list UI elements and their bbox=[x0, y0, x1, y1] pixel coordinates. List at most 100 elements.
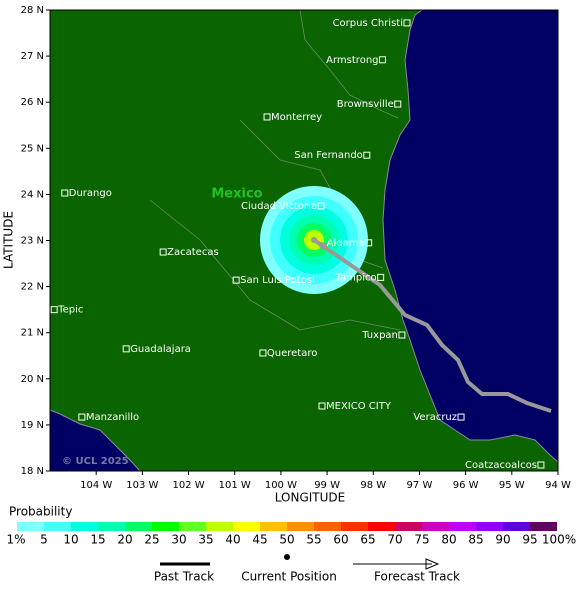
legend-swatch bbox=[368, 522, 395, 531]
legend-label: 60 bbox=[333, 533, 348, 547]
y-tick-label: 22 N bbox=[21, 282, 44, 293]
city-marker bbox=[78, 413, 86, 421]
legend-swatch bbox=[503, 522, 530, 531]
legend-swatch bbox=[287, 522, 314, 531]
city-label: Zacatecas bbox=[167, 247, 219, 258]
city-marker bbox=[363, 151, 371, 159]
y-tick-label: 25 N bbox=[21, 143, 44, 154]
track-arrowhead bbox=[314, 240, 328, 250]
city-marker bbox=[317, 202, 325, 210]
legend-swatch bbox=[260, 522, 287, 531]
legend-swatch bbox=[233, 522, 260, 531]
city-label: Armstrong bbox=[326, 55, 378, 66]
current-position-label: Current Position bbox=[241, 570, 337, 584]
city-label: Tuxpan bbox=[361, 330, 398, 341]
state-border bbox=[149, 199, 401, 331]
legend-swatch bbox=[449, 522, 476, 531]
legend-swatch bbox=[17, 522, 44, 531]
city-marker bbox=[377, 273, 385, 281]
city-marker bbox=[122, 345, 130, 353]
city-marker bbox=[379, 56, 387, 64]
legend-swatch bbox=[395, 522, 422, 531]
current-position-key bbox=[284, 554, 290, 560]
x-axis-title: LONGITUDE bbox=[275, 491, 345, 505]
city-label: Veracruz bbox=[413, 412, 457, 423]
past-track-label: Past Track bbox=[154, 570, 214, 584]
legend-label: 40 bbox=[225, 533, 240, 547]
legend-label: 10 bbox=[63, 533, 78, 547]
city-marker bbox=[457, 413, 465, 421]
y-tick-label: 18 N bbox=[21, 466, 44, 477]
city-label: Brownsville bbox=[337, 99, 394, 110]
x-tick-label: 99 W bbox=[314, 480, 340, 491]
city-marker bbox=[398, 331, 406, 339]
city-label: San Luis Potosi bbox=[240, 275, 315, 286]
city-label: Ciudad Victoria bbox=[241, 201, 317, 212]
x-tick-label: 95 W bbox=[499, 480, 525, 491]
legend-swatch bbox=[44, 522, 71, 531]
country-label: Mexico bbox=[211, 187, 262, 202]
city-marker bbox=[537, 461, 545, 469]
city-label: Queretaro bbox=[267, 348, 317, 359]
city-label: Coatzacoalcos bbox=[465, 460, 537, 471]
city-marker bbox=[159, 248, 167, 256]
copyright: © UCL 2025 bbox=[62, 456, 129, 467]
city-label: Guadalajara bbox=[130, 344, 191, 355]
city-marker bbox=[403, 19, 411, 27]
legend-label: 5 bbox=[40, 533, 48, 547]
legend-swatch bbox=[98, 522, 125, 531]
y-axis-title: LATITUDE bbox=[2, 211, 16, 269]
y-tick-label: 23 N bbox=[21, 236, 44, 247]
legend-swatch bbox=[125, 522, 152, 531]
legend-label: 50 bbox=[279, 533, 294, 547]
x-tick-label: 94 W bbox=[545, 480, 571, 491]
city-marker bbox=[263, 113, 271, 121]
city-label: Tepic bbox=[57, 305, 83, 316]
y-tick-label: 26 N bbox=[21, 97, 44, 108]
legend-label: 20 bbox=[117, 533, 132, 547]
city-marker bbox=[50, 306, 58, 314]
city-marker bbox=[61, 189, 69, 197]
x-tick-label: 101 W bbox=[219, 480, 251, 491]
y-tick-label: 28 N bbox=[21, 5, 44, 16]
state-border bbox=[299, 9, 399, 119]
legend-label: 45 bbox=[252, 533, 267, 547]
city-label: Monterrey bbox=[271, 112, 322, 123]
legend-label: 65 bbox=[360, 533, 375, 547]
legend-title: Probability bbox=[9, 505, 72, 519]
legend-label: 100% bbox=[542, 533, 576, 547]
legend-label: 25 bbox=[144, 533, 159, 547]
x-tick-label: 102 W bbox=[172, 480, 204, 491]
x-tick-label: 103 W bbox=[126, 480, 158, 491]
forecast-arrow-key bbox=[425, 558, 440, 570]
legend-label: 70 bbox=[387, 533, 402, 547]
legend-label: 35 bbox=[198, 533, 213, 547]
legend-label: 1% bbox=[6, 533, 25, 547]
legend-label: 95 bbox=[522, 533, 537, 547]
city-marker bbox=[365, 239, 373, 247]
legend-swatch bbox=[152, 522, 179, 531]
city-label: Durango bbox=[69, 188, 112, 199]
x-tick-label: 98 W bbox=[360, 480, 386, 491]
legend-label: 85 bbox=[468, 533, 483, 547]
forecast-track-label: Forecast Track bbox=[374, 570, 460, 584]
city-marker bbox=[232, 276, 240, 284]
legend-label: 75 bbox=[414, 533, 429, 547]
city-marker bbox=[318, 402, 326, 410]
x-tick-label: 97 W bbox=[407, 480, 433, 491]
legend-swatch bbox=[314, 522, 341, 531]
x-tick-label: 96 W bbox=[453, 480, 479, 491]
legend-swatch bbox=[476, 522, 503, 531]
city-label: MEXICO CITY bbox=[326, 401, 392, 412]
city-marker bbox=[259, 349, 267, 357]
city-label: Tampico bbox=[335, 272, 377, 283]
city-marker bbox=[394, 100, 402, 108]
gulf-of-mexico bbox=[382, 9, 559, 464]
x-tick-label: 104 W bbox=[80, 480, 112, 491]
legend-swatch bbox=[341, 522, 368, 531]
legend-label: 55 bbox=[306, 533, 321, 547]
legend-label: 90 bbox=[495, 533, 510, 547]
forecast-track bbox=[312, 238, 552, 413]
city-label: Manzanillo bbox=[86, 412, 139, 423]
